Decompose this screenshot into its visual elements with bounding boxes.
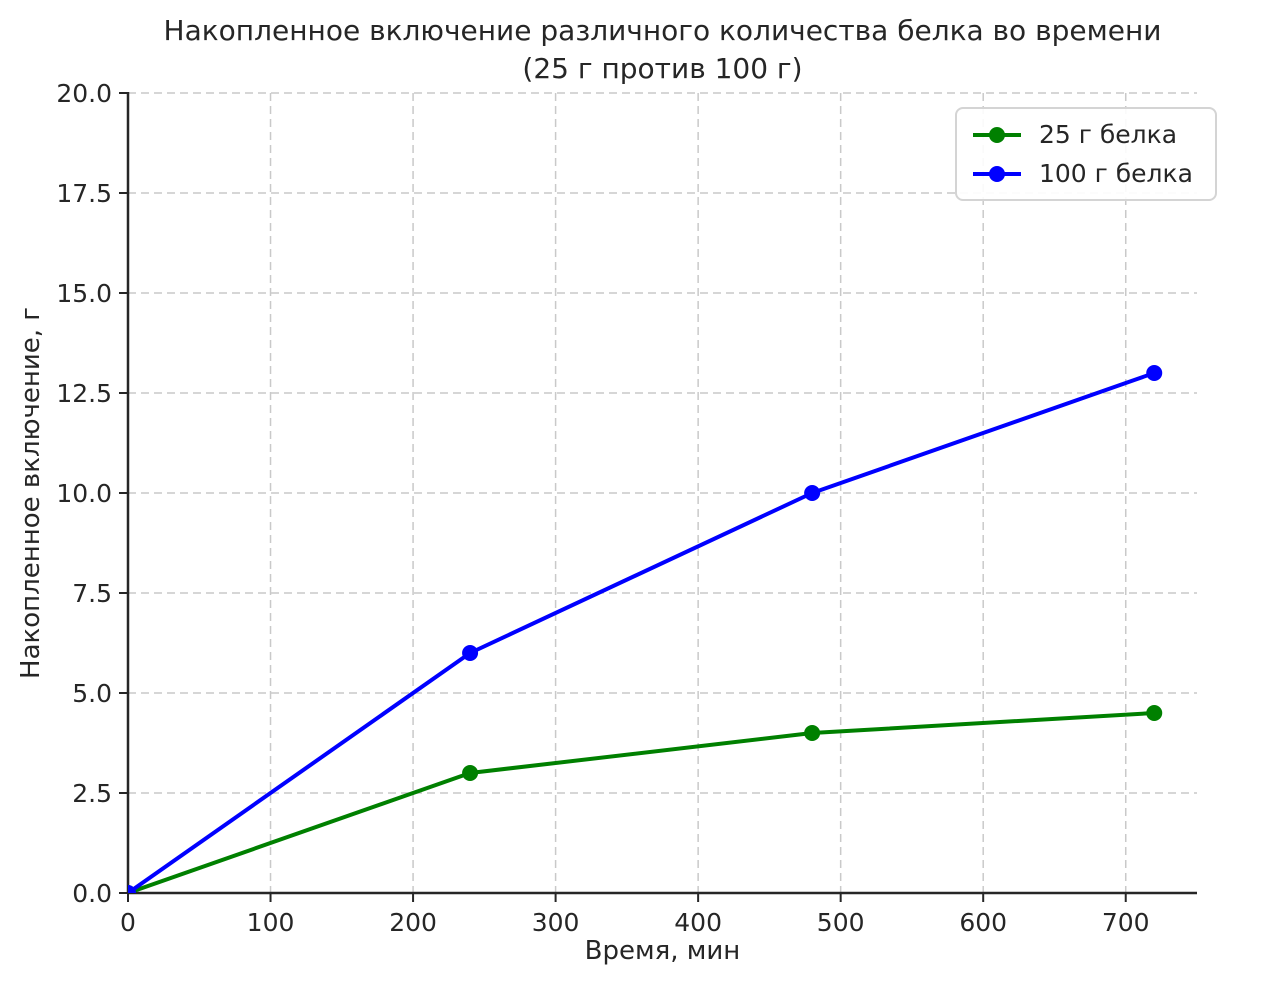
chart-title: Накопленное включение различного количес… (163, 14, 1162, 47)
y-tick-label: 17.5 (56, 179, 112, 208)
legend-marker-sample (989, 126, 1005, 143)
legend: 25 г белка 100 г белка (955, 107, 1217, 201)
legend-marker-sample (989, 165, 1005, 182)
series-0 (128, 705, 1163, 893)
legend-label: 25 г белка (1039, 120, 1178, 149)
x-tick-label: 0 (120, 908, 136, 937)
data-point-marker (462, 765, 479, 781)
series-1 (128, 365, 1163, 893)
x-tick-label: 700 (1102, 908, 1150, 937)
y-tick-label: 7.5 (72, 579, 112, 608)
data-point-marker (1146, 365, 1163, 381)
y-axis-label: Накопленное включение, г (16, 307, 46, 679)
data-point-marker (128, 885, 136, 893)
series-line (128, 371, 1157, 893)
x-tick-label: 400 (674, 908, 722, 937)
y-tick-label: 0.0 (72, 879, 112, 908)
chart-title-block: Накопленное включение различного количес… (128, 12, 1197, 88)
x-tick-label: 100 (247, 908, 295, 937)
x-tick-label: 600 (959, 908, 1007, 937)
x-axis-label: Время, мин (584, 936, 741, 966)
legend-item: 25 г белка (973, 120, 1193, 149)
y-tick-label: 2.5 (72, 779, 112, 808)
legend-item: 100 г белка (973, 159, 1193, 188)
y-tick-label: 12.5 (56, 379, 112, 408)
y-tick-label: 5.0 (72, 679, 112, 708)
data-point-marker (804, 725, 821, 741)
legend-line-sample (973, 126, 1021, 143)
data-point-marker (462, 645, 479, 661)
y-tick-label: 10.0 (56, 479, 112, 508)
x-tick-label: 500 (817, 908, 865, 937)
data-point-marker (1146, 705, 1163, 721)
legend-line-sample (973, 165, 1021, 182)
y-tick-label: 20.0 (56, 79, 112, 108)
data-point-marker (804, 485, 821, 501)
x-tick-label: 200 (389, 908, 437, 937)
chart-subtitle: (25 г против 100 г) (522, 52, 803, 85)
series-line (128, 711, 1157, 893)
legend-label: 100 г белка (1039, 159, 1193, 188)
y-tick-label: 15.0 (56, 279, 112, 308)
x-tick-label: 300 (532, 908, 580, 937)
